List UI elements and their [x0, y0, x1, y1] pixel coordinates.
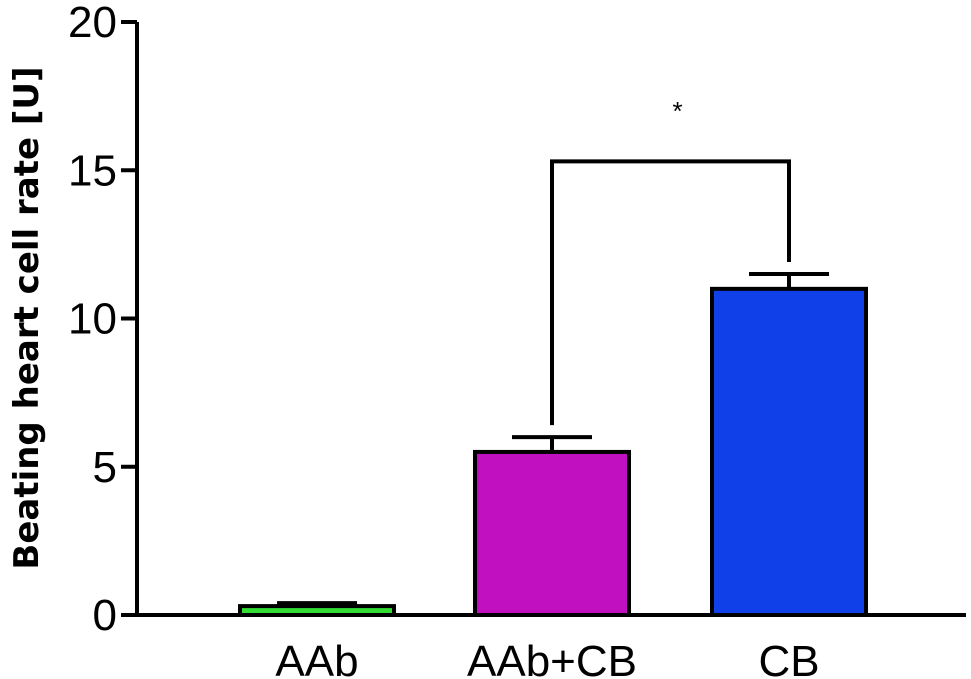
- x-tick-label: AAb+CB: [467, 637, 637, 679]
- y-axis-title: Beating heart cell rate [U]: [7, 66, 47, 569]
- significance-star: *: [672, 96, 682, 126]
- bar-aab: [238, 604, 396, 617]
- y-ticks: 0 5 10 15 20: [68, 0, 137, 640]
- y-tick-label: 10: [68, 295, 117, 344]
- x-tick-label: CB: [758, 637, 819, 679]
- significance-bracket: *: [550, 96, 791, 426]
- bars: [238, 272, 868, 617]
- y-tick-label: 20: [68, 0, 117, 47]
- bar-cb: [710, 286, 868, 617]
- bar-aab-cb: [473, 449, 631, 617]
- y-tick-label: 15: [68, 146, 117, 195]
- x-category-labels: AAb AAb+CB CB: [275, 637, 819, 679]
- x-tick-label: AAb: [275, 637, 358, 679]
- y-tick-label: 5: [93, 443, 117, 492]
- y-tick-label: 0: [93, 591, 117, 640]
- significance-line: [550, 159, 791, 426]
